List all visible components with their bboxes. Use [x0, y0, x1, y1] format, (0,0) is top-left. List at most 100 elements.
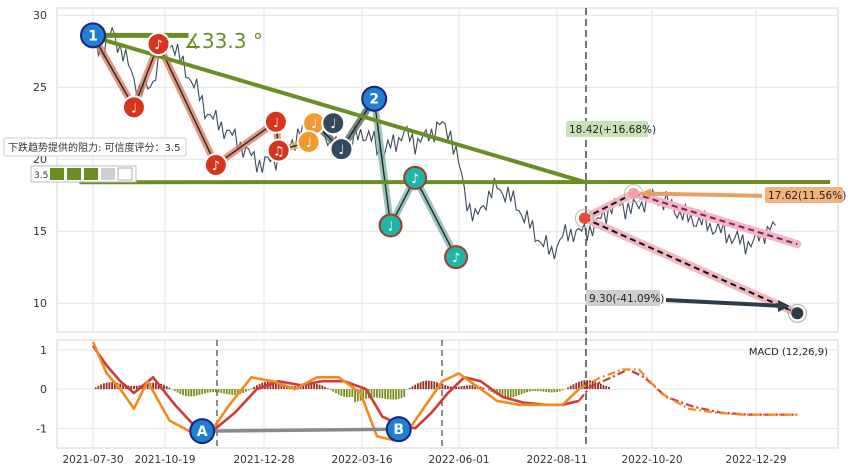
- macd-histogram-bar: [373, 389, 376, 398]
- x-tick-label: 2022-03-16: [331, 454, 392, 466]
- macd-histogram-bar: [583, 380, 586, 390]
- macd-histogram-bar: [348, 389, 351, 398]
- macd-histogram-bar: [468, 385, 471, 390]
- macd-histogram-bar: [482, 387, 485, 390]
- price-y-tick-label: 30: [33, 9, 47, 22]
- macd-histogram-bar: [463, 385, 466, 390]
- macd-histogram-bar: [517, 389, 520, 396]
- forecast-low-ring: [787, 303, 807, 323]
- macd-histogram-bar: [356, 389, 359, 402]
- macd-histogram-bar: [343, 389, 346, 397]
- macd-histogram-bar: [575, 382, 578, 390]
- macd-histogram-bar: [345, 389, 348, 398]
- macd-histogram-bar: [501, 389, 504, 398]
- macd-histogram-bar: [277, 382, 280, 390]
- angle-label: ∡33.3 °: [184, 29, 263, 53]
- resistance-note-box: [3, 137, 187, 157]
- macd-histogram-bar: [122, 384, 124, 390]
- macd-histogram-bar: [324, 386, 326, 390]
- macd-histogram-bar: [528, 389, 531, 392]
- macd-histogram-bar: [244, 389, 247, 392]
- crossover-connector: [202, 427, 399, 433]
- macd-histogram-bar: [548, 389, 550, 393]
- macd-histogram-bar: [340, 389, 343, 396]
- x-tick-label: 2021-07-30: [62, 454, 123, 466]
- macd-histogram-bar: [553, 389, 556, 393]
- macd-histogram-bar: [449, 386, 452, 390]
- macd-histogram-bar: [174, 389, 176, 392]
- macd-histogram-bar: [242, 389, 245, 393]
- macd-histogram-bar: [370, 389, 373, 398]
- macd-histogram-bar: [504, 389, 507, 398]
- score-star-icon: [50, 168, 64, 180]
- price-y-tick-label: 15: [33, 225, 47, 238]
- macd-histogram-bar: [567, 387, 569, 390]
- wave-point-label: ♪: [452, 251, 460, 266]
- wave-point-label: ♩: [131, 101, 137, 116]
- wave-point-badge: [121, 95, 146, 120]
- macd-histogram-bar: [602, 385, 605, 390]
- macd-histogram-bar: [179, 389, 182, 395]
- macd-histogram-bar: [176, 389, 179, 393]
- macd-histogram-bar: [258, 383, 261, 390]
- macd-histogram-bar: [133, 385, 135, 390]
- macd-histogram-bar: [220, 389, 223, 393]
- crossover-badge: [385, 416, 412, 443]
- macd-histogram-bar: [441, 384, 444, 390]
- macd-histogram-bar: [302, 385, 305, 390]
- macd-histogram-bar: [307, 384, 310, 390]
- macd-histogram-bar: [537, 389, 539, 392]
- macd-histogram-bar: [561, 389, 564, 391]
- macd-histogram-bar: [509, 389, 512, 398]
- trendline: [92, 34, 585, 184]
- macd-histogram-bar: [195, 389, 198, 396]
- macd-histogram-bar: [520, 389, 523, 395]
- macd-histogram-bar: [447, 385, 449, 390]
- macd-histogram-bar: [526, 389, 528, 393]
- macd-histogram-bar: [580, 380, 583, 390]
- macd-histogram-bar: [605, 386, 608, 390]
- macd-histogram-bar: [436, 382, 438, 390]
- x-tick-label: 2021-10-19: [134, 454, 195, 466]
- wave-point-badge: [329, 137, 354, 162]
- macd-histogram-bar: [119, 383, 122, 390]
- macd-histogram-bar: [542, 389, 545, 392]
- wave-point-badge: [444, 245, 469, 270]
- macd-histogram-bar: [588, 380, 591, 390]
- macd-histogram-bar: [154, 382, 157, 390]
- macd-histogram-bar: [198, 389, 201, 395]
- crossover-label: A: [197, 424, 208, 440]
- macd-histogram-bar: [381, 389, 384, 399]
- macd-histogram-bar: [403, 389, 406, 397]
- wave-point-badge: [296, 129, 321, 154]
- macd-histogram-bar: [184, 389, 187, 396]
- macd-histogram-bar: [283, 384, 285, 390]
- score-star-icon: [101, 168, 115, 180]
- x-tick-label: 2021-12-28: [233, 454, 294, 466]
- macd-histogram-bar: [313, 383, 316, 390]
- wave-point-label: 1: [88, 28, 98, 44]
- macd-histogram-bar: [337, 389, 340, 395]
- macd-histogram-bar: [354, 389, 356, 403]
- macd-histogram-bar: [204, 389, 206, 394]
- macd-histogram-bar: [168, 387, 171, 390]
- macd-histogram-bar: [389, 389, 392, 400]
- forecast-origin-point: [578, 212, 590, 224]
- forecast-dashed-line: [633, 192, 798, 246]
- wave-point-badge: [146, 32, 171, 56]
- macd-histogram-bar: [558, 389, 561, 392]
- macd-title: MACD (12,26,9): [749, 347, 828, 358]
- macd-histogram-bar: [94, 387, 97, 390]
- macd-histogram-bar: [531, 389, 534, 392]
- macd-histogram-bar: [569, 385, 572, 390]
- macd-histogram-bar: [247, 389, 250, 391]
- macd-histogram-bar: [163, 384, 165, 390]
- macd-histogram-bar: [572, 384, 575, 390]
- forecast-low-point: [791, 307, 804, 320]
- macd-line: [91, 341, 580, 442]
- macd-histogram-bar: [135, 385, 138, 390]
- macd-histogram-bar: [152, 382, 154, 390]
- wave-point-label: ♩: [387, 219, 393, 234]
